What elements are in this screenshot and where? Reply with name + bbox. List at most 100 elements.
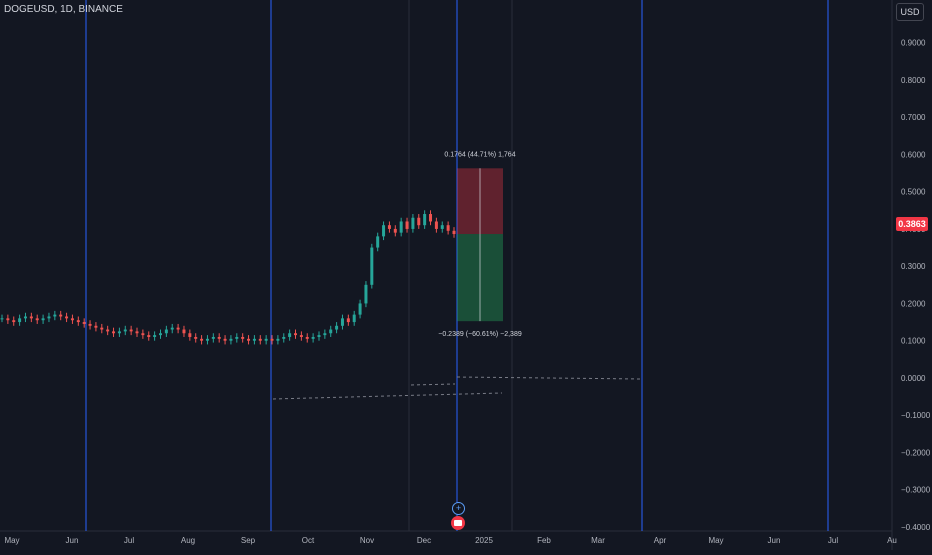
y-tick-label: 0.8000 xyxy=(901,76,926,85)
candle-body xyxy=(282,336,286,339)
x-tick-label: Jun xyxy=(768,536,781,545)
candle-body xyxy=(311,336,315,339)
candle-body xyxy=(323,333,327,336)
y-tick-label: 0.9000 xyxy=(901,39,926,48)
candle-body xyxy=(23,316,27,319)
candle-body xyxy=(41,318,45,321)
y-tick-label: 0.2000 xyxy=(901,299,926,308)
y-tick-label: −0.2000 xyxy=(901,448,931,457)
candle-body xyxy=(129,329,133,332)
y-tick-label: 0.6000 xyxy=(901,150,926,159)
candle-body xyxy=(417,217,421,226)
x-tick-label: May xyxy=(4,536,19,545)
candle-body xyxy=(294,333,298,336)
candle-body xyxy=(399,221,403,233)
us-flag-icon[interactable] xyxy=(451,516,465,530)
candle-body xyxy=(252,338,256,341)
candle-body xyxy=(65,316,69,319)
candle-body xyxy=(346,318,350,323)
candle-body xyxy=(452,230,456,235)
currency-button[interactable]: USD xyxy=(896,3,924,21)
candle-body xyxy=(47,316,51,319)
y-tick-label: 0.5000 xyxy=(901,188,926,197)
dashed-trend-line[interactable] xyxy=(456,376,643,380)
x-tick-label: Jul xyxy=(124,536,134,545)
y-tick-label: 0.3000 xyxy=(901,262,926,271)
candle-body xyxy=(82,322,86,324)
candle-body xyxy=(188,333,192,337)
add-icon[interactable]: + xyxy=(452,502,465,515)
x-tick-label: May xyxy=(708,536,723,545)
candle-body xyxy=(147,335,151,337)
candle-body xyxy=(194,336,198,339)
candle-body xyxy=(335,325,339,330)
y-tick-label: 0.1000 xyxy=(901,337,926,346)
x-tick-label: Au xyxy=(887,536,897,545)
x-tick-label: Nov xyxy=(360,536,374,545)
candle-body xyxy=(100,327,104,330)
x-tick-label: Sep xyxy=(241,536,256,545)
candle-body xyxy=(141,333,145,336)
candle-body xyxy=(393,228,397,233)
candle-body xyxy=(94,325,98,328)
candle-body xyxy=(76,320,80,323)
y-tick-label: −0.3000 xyxy=(901,486,931,495)
dashed-trend-line[interactable] xyxy=(410,383,456,386)
candle-body xyxy=(29,316,33,319)
x-tick-label: Jul xyxy=(828,536,838,545)
y-tick-label: −0.4000 xyxy=(901,523,931,532)
candle-body xyxy=(123,329,127,332)
candle-body xyxy=(106,329,110,332)
candle-body xyxy=(235,336,239,339)
x-tick-label: Apr xyxy=(654,536,667,545)
candle-body xyxy=(200,338,204,341)
candle-body xyxy=(358,303,362,315)
x-tick-label: Jun xyxy=(66,536,79,545)
x-tick-label: Aug xyxy=(181,536,195,545)
candle-body xyxy=(59,314,63,317)
y-tick-label: 0.7000 xyxy=(901,113,926,122)
candle-body xyxy=(329,329,333,334)
candle-body xyxy=(53,314,57,317)
candle-body xyxy=(305,336,309,339)
candle-body xyxy=(340,318,344,326)
candle-body xyxy=(223,338,227,341)
dashed-trend-line[interactable] xyxy=(272,392,503,400)
candle-body xyxy=(205,338,209,341)
candle-body xyxy=(376,236,380,248)
candle-body xyxy=(176,327,180,330)
candle-body xyxy=(382,225,386,237)
x-tick-label: Mar xyxy=(591,536,605,545)
candle-body xyxy=(0,318,4,320)
candle-body xyxy=(241,336,245,339)
candle-body xyxy=(135,331,139,334)
stop-label: −0.2389 (−60.61%) −2,389 xyxy=(438,331,522,338)
current-price-badge: 0.3863 xyxy=(896,217,928,231)
candle-body xyxy=(70,318,74,321)
x-tick-label: Oct xyxy=(302,536,315,545)
candle-body xyxy=(258,338,262,341)
candle-body xyxy=(182,329,186,334)
candle-body xyxy=(264,338,268,341)
candle-body xyxy=(270,338,274,341)
candle-body xyxy=(352,314,356,323)
candle-body xyxy=(117,331,121,334)
candle-body xyxy=(112,331,116,334)
symbol-title: DOGEUSD, 1D, BINANCE xyxy=(4,4,123,15)
candle-body xyxy=(288,333,292,337)
candle-body xyxy=(370,247,374,285)
candle-body xyxy=(170,327,174,330)
candle-body xyxy=(12,320,16,323)
x-tick-label: Dec xyxy=(417,536,431,545)
candle-body xyxy=(434,221,438,229)
target-label: 0.1764 (44.71%) 1,764 xyxy=(444,151,515,158)
candle-body xyxy=(423,214,427,226)
candle-body xyxy=(317,335,321,337)
candle-body xyxy=(440,225,444,229)
candle-body xyxy=(88,323,92,326)
candle-body xyxy=(387,225,391,229)
candle-body xyxy=(35,318,39,321)
candle-body xyxy=(18,318,22,323)
